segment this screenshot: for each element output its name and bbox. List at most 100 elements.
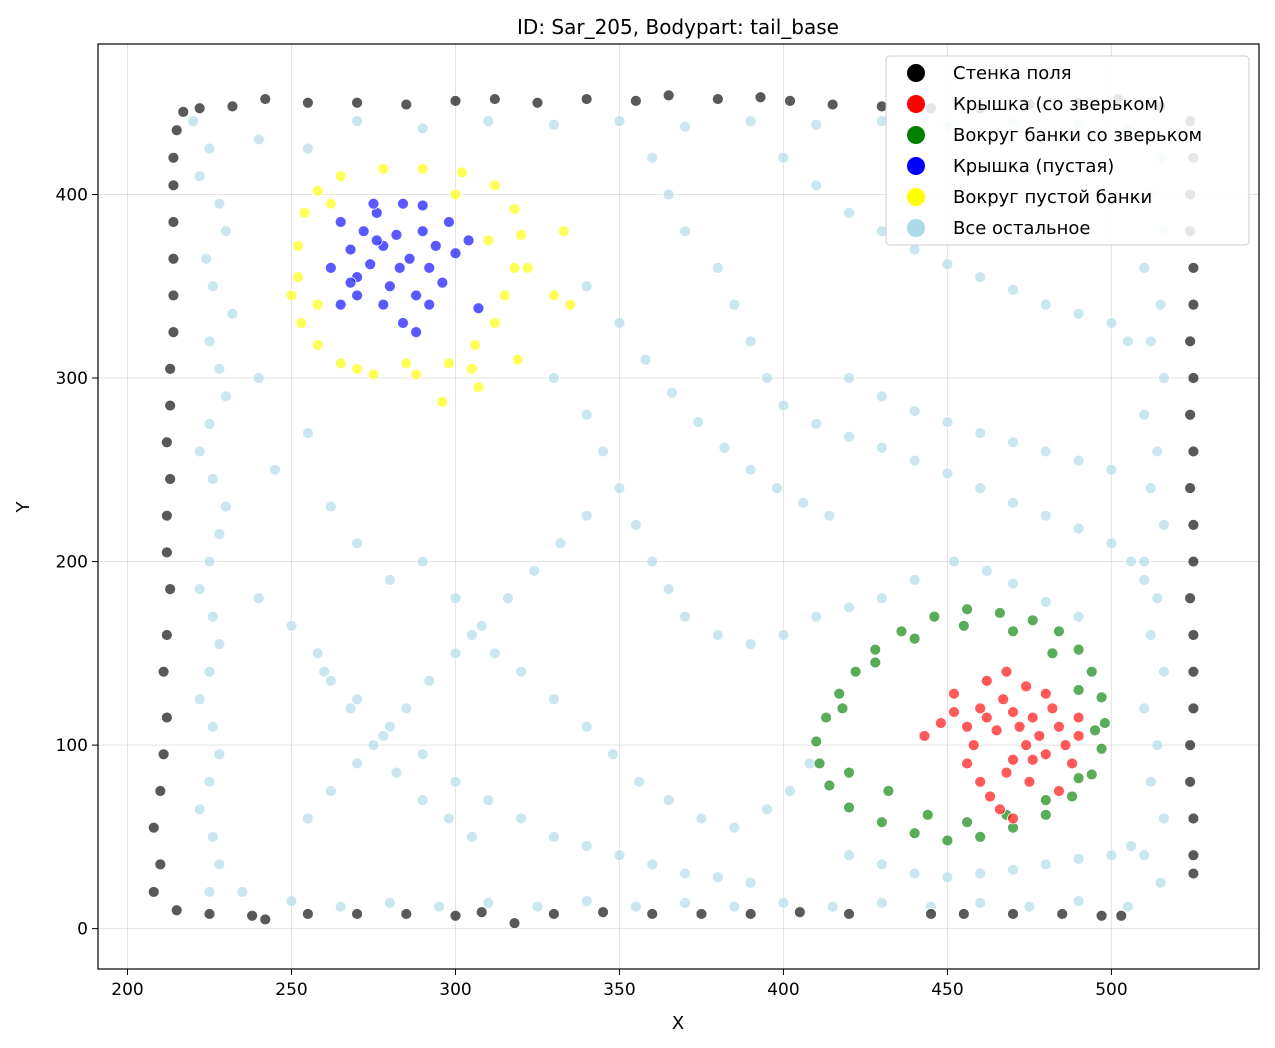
data-point <box>928 610 941 623</box>
data-point <box>580 720 593 733</box>
data-point <box>482 234 495 247</box>
data-point <box>377 162 390 175</box>
data-point <box>679 120 691 133</box>
data-point <box>488 179 501 192</box>
data-point <box>1098 717 1111 729</box>
data-point <box>1105 849 1118 862</box>
data-point <box>164 583 177 595</box>
data-point <box>908 827 921 840</box>
data-point <box>547 830 560 843</box>
data-point <box>449 247 462 260</box>
data-point <box>662 583 675 595</box>
data-point <box>324 500 337 513</box>
data-point <box>662 794 675 807</box>
data-point <box>662 89 675 102</box>
data-point <box>957 619 970 632</box>
data-point <box>1072 522 1085 535</box>
data-point <box>984 790 996 803</box>
data-point <box>1023 900 1036 913</box>
data-point <box>679 867 691 880</box>
data-point <box>1157 665 1170 678</box>
data-point <box>351 362 363 375</box>
data-point <box>1072 711 1085 724</box>
data-point <box>213 197 226 210</box>
data-point <box>908 405 921 417</box>
x-axis-label: X <box>672 1013 684 1034</box>
data-point <box>449 188 462 201</box>
data-point <box>810 179 823 192</box>
data-point <box>334 357 347 370</box>
data-point <box>324 197 337 210</box>
data-point <box>869 643 882 656</box>
data-point <box>160 711 173 724</box>
data-point <box>793 906 806 919</box>
x-tick-label: 400 <box>767 980 799 1000</box>
data-point <box>1039 445 1052 458</box>
data-point <box>1039 794 1052 807</box>
data-point <box>941 258 954 271</box>
data-point <box>301 427 314 439</box>
data-point <box>666 386 678 399</box>
data-point <box>1187 665 1200 678</box>
data-point <box>511 353 524 366</box>
data-point <box>833 687 846 700</box>
data-point <box>213 858 226 871</box>
data-point <box>164 473 177 485</box>
data-point <box>777 629 790 641</box>
data-point <box>1121 900 1134 913</box>
legend-label: Стенка поля <box>953 63 1072 84</box>
data-point <box>160 546 173 559</box>
data-point <box>1144 482 1157 495</box>
data-point <box>728 900 741 913</box>
data-point <box>613 482 626 495</box>
data-point <box>957 908 970 920</box>
legend-box <box>885 55 1250 246</box>
data-point <box>1072 684 1085 696</box>
data-point <box>390 228 403 241</box>
data-point <box>246 909 259 922</box>
data-point <box>1007 284 1019 296</box>
data-point <box>843 430 855 443</box>
data-point <box>295 317 308 329</box>
data-point <box>443 216 455 228</box>
data-point <box>980 674 993 687</box>
data-point <box>875 592 888 605</box>
data-point <box>1007 908 1019 920</box>
data-point <box>203 142 216 155</box>
data-point <box>400 702 413 715</box>
data-point <box>157 748 170 761</box>
data-point <box>167 326 180 339</box>
data-point <box>324 262 337 274</box>
data-point <box>777 897 790 909</box>
data-point <box>613 115 626 127</box>
data-point <box>1151 592 1164 605</box>
data-point <box>206 280 219 293</box>
data-point <box>613 849 626 862</box>
data-point <box>1007 625 1019 638</box>
data-point <box>226 100 239 113</box>
data-point <box>580 408 593 421</box>
data-point <box>629 518 642 531</box>
data-point <box>1125 840 1137 852</box>
data-point <box>1000 665 1013 678</box>
data-point <box>1105 463 1118 476</box>
data-point <box>1072 454 1085 467</box>
x-tick-label: 250 <box>275 980 307 1000</box>
data-point <box>961 757 974 770</box>
data-point <box>410 368 423 381</box>
data-point <box>465 830 478 843</box>
data-point <box>679 897 691 909</box>
data-point <box>1059 739 1072 751</box>
data-point <box>843 372 855 384</box>
data-point <box>1095 909 1108 922</box>
data-point <box>170 904 183 917</box>
data-point <box>334 298 347 311</box>
data-point <box>200 252 213 265</box>
data-point <box>423 298 436 311</box>
legend: Стенка поля Крышка (со зверьком) Вокруг ба… <box>885 55 1250 246</box>
data-point <box>383 280 396 293</box>
x-tick-label: 300 <box>439 980 471 1000</box>
data-point <box>252 133 265 146</box>
data-point <box>1039 509 1052 522</box>
data-point <box>449 647 462 660</box>
